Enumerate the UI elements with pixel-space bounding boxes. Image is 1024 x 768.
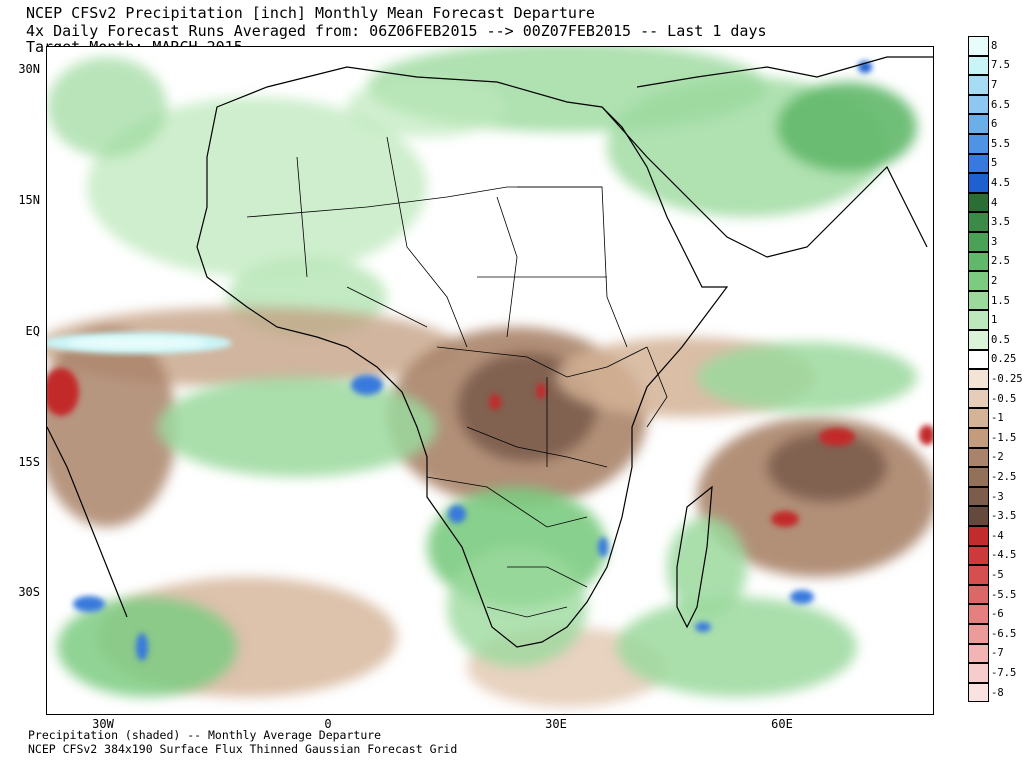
colorbar-label: 4: [991, 196, 998, 209]
colorbar-label: -5.5: [991, 588, 1017, 601]
wet-anomaly-north: [47, 47, 917, 337]
colorbar-swatch: [968, 271, 989, 291]
colorbar-label: -3: [991, 490, 1004, 503]
colorbar-label: 6: [991, 118, 998, 131]
chart-subtitle-runs: 4x Daily Forecast Runs Averaged from: 06…: [26, 22, 767, 40]
colorbar-label: 0.25: [991, 353, 1017, 366]
colorbar-label: -0.25: [991, 373, 1023, 385]
colorbar-label: -1: [991, 412, 1004, 425]
dry-maxima: [47, 368, 933, 527]
colorbar-label: -8: [991, 686, 1004, 699]
colorbar-label: 1.5: [991, 294, 1010, 307]
colorbar-label: -2.5: [991, 471, 1017, 483]
map-canvas: [47, 47, 933, 707]
colorbar-swatch: [968, 192, 989, 213]
footer-grid-info: NCEP CFSv2 384x190 Surface Flux Thinned …: [28, 742, 458, 756]
colorbar-label: 7.5: [991, 59, 1010, 72]
colorbar-label: -2: [991, 451, 1004, 464]
colorbar-label: 6.5: [991, 98, 1010, 111]
colorbar-label: 3: [991, 235, 998, 248]
colorbar-label: -5: [991, 569, 1004, 581]
colorbar-swatch: [968, 428, 989, 448]
colorbar-swatch: [968, 565, 989, 585]
colorbar-swatch: [968, 349, 989, 370]
colorbar-swatch: [968, 330, 989, 350]
lat-label-eq: EQ: [25, 324, 40, 338]
colorbar-label: 0.5: [991, 333, 1010, 346]
colorbar-label: -7.5: [991, 667, 1017, 679]
colorbar-swatch: [968, 526, 989, 546]
lon-label-30w: 30W: [92, 717, 114, 731]
colorbar-swatch: [968, 663, 989, 683]
lon-label-0: 0: [324, 717, 332, 731]
lat-label-30n: 30N: [18, 62, 40, 76]
colorbar-label: -1.5: [991, 431, 1017, 444]
lat-label-30s: 30S: [18, 585, 40, 599]
colorbar-swatch: [968, 173, 989, 193]
colorbar-label: 4.5: [991, 177, 1010, 189]
colorbar-swatch: [968, 388, 989, 409]
colorbar-swatch: [968, 114, 989, 134]
colorbar-label: 8: [991, 39, 998, 52]
colorbar-swatch: [968, 153, 989, 174]
colorbar-swatch: [968, 408, 989, 428]
coastlines: [47, 56, 933, 648]
colorbar-swatch: [968, 584, 989, 605]
colorbar-label: -6: [991, 608, 1004, 621]
colorbar-swatch: [968, 682, 989, 703]
chart-title: NCEP CFSv2 Precipitation [inch] Monthly …: [26, 4, 595, 22]
lon-label-60e: 60E: [771, 717, 793, 731]
lon-label-30e: 30E: [545, 717, 567, 731]
colorbar-swatch: [968, 643, 989, 664]
colorbar-swatch: [968, 447, 989, 468]
colorbar-label: -7: [991, 647, 1004, 660]
colorbar-label: -6.5: [991, 627, 1017, 640]
precipitation-map: [46, 46, 934, 715]
colorbar-swatch: [968, 290, 989, 311]
colorbar-swatch: [968, 369, 989, 389]
country-borders: [246, 136, 668, 618]
lat-label-15n: 15N: [18, 193, 40, 207]
colorbar-label: -4.5: [991, 549, 1017, 562]
wet-maxima: [73, 61, 872, 661]
colorbar-label: -0.5: [991, 392, 1017, 405]
colorbar-label: 5.5: [991, 137, 1010, 150]
colorbar-swatch: [968, 545, 989, 566]
wet-anomaly-south: [57, 342, 917, 697]
colorbar-swatch: [968, 251, 989, 272]
colorbar-label: 3.5: [991, 216, 1010, 229]
colorbar-swatch: [968, 134, 989, 154]
colorbar-label: 7: [991, 79, 998, 91]
colorbar-swatch: [968, 212, 989, 232]
colorbar-label: 1: [991, 314, 998, 327]
colorbar-swatch: [968, 94, 989, 115]
colorbar-swatch: [968, 604, 989, 624]
colorbar-swatch: [968, 310, 989, 330]
colorbar-swatch: [968, 36, 989, 56]
colorbar-label: 2: [991, 275, 998, 287]
colorbar-label: -4: [991, 529, 1004, 542]
colorbar-label: 2.5: [991, 255, 1010, 268]
footer-caption: Precipitation (shaded) -- Monthly Averag…: [28, 728, 382, 742]
colorbar-swatch: [968, 486, 989, 507]
colorbar-swatch: [968, 506, 989, 526]
colorbar-swatch: [968, 55, 989, 76]
colorbar-label: 5: [991, 157, 998, 170]
colorbar-swatch: [968, 624, 989, 644]
lat-label-15s: 15S: [18, 455, 40, 469]
colorbar-swatch: [968, 75, 989, 95]
colorbar-swatch: [968, 467, 989, 487]
colorbar-label: -3.5: [991, 510, 1017, 523]
colorbar-swatch: [968, 232, 989, 252]
